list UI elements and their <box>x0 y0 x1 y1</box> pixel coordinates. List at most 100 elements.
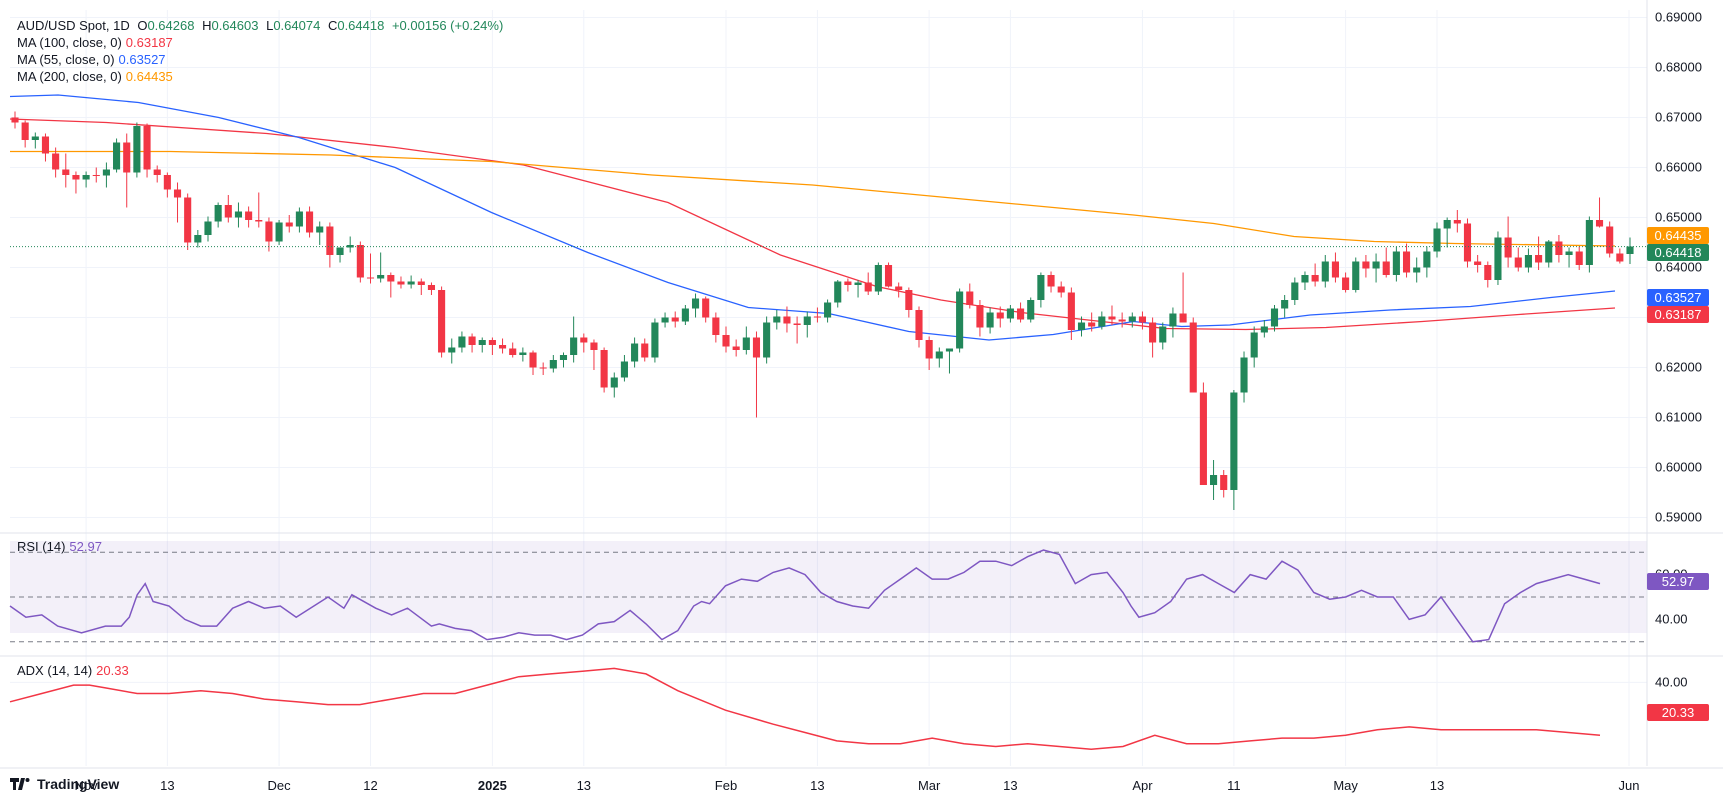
price-tick-label: 0.60000 <box>1655 460 1702 475</box>
candle-body <box>813 316 821 318</box>
open-value: 0.64268 <box>147 18 195 33</box>
candle-body <box>590 342 598 350</box>
candle-body <box>265 221 273 242</box>
candle-body <box>1270 308 1279 327</box>
time-tick-label: 13 <box>160 778 174 793</box>
adx-tick-label: 40.00 <box>1655 674 1688 689</box>
candle-body <box>306 211 314 233</box>
candle-body <box>1067 292 1075 330</box>
candle-body <box>834 281 842 303</box>
candle-body <box>854 282 862 285</box>
candle-body <box>1382 261 1390 275</box>
candle-body <box>1453 220 1461 224</box>
time-tick-label: Nov <box>75 778 99 793</box>
ma55-price-tag: 0.63527 <box>1647 289 1709 306</box>
moving-averages <box>9 94 1616 341</box>
candle-body <box>681 308 689 322</box>
rsi-value-tag: 52.97 <box>1647 573 1709 590</box>
ma100-legend[interactable]: MA (100, close, 0) 0.63187 <box>17 34 507 51</box>
candle-body <box>1027 300 1035 320</box>
candle-body <box>1402 251 1411 273</box>
rsi-tick-label: 40.00 <box>1655 611 1688 626</box>
candle-body <box>173 189 182 198</box>
candle-body <box>1209 475 1218 485</box>
candle-body <box>1301 275 1309 283</box>
candle-body <box>1484 265 1492 280</box>
time-tick-label: 12 <box>363 778 377 793</box>
candle-body <box>1535 255 1543 263</box>
candle-body <box>1088 322 1096 327</box>
time-tick-label: 11 <box>1227 778 1241 793</box>
candle-body <box>336 247 344 255</box>
candle-body <box>1423 251 1431 268</box>
low-value: 0.64074 <box>273 18 321 33</box>
candle-body <box>620 361 628 378</box>
candle-body <box>1291 282 1299 300</box>
ma55-legend[interactable]: MA (55, close, 0) 0.63527 <box>17 51 507 68</box>
tradingview-logo[interactable]: TradingView <box>10 776 119 792</box>
candle-body <box>712 317 720 335</box>
candle-body <box>722 335 730 347</box>
ma200-price-tag: 0.64435 <box>1647 227 1709 244</box>
candle-body <box>1250 332 1258 358</box>
candle-body <box>631 343 639 362</box>
candle-body <box>1585 220 1593 265</box>
candle-body <box>1128 316 1136 322</box>
candle-body <box>316 226 324 233</box>
time-tick-label: 13 <box>577 778 591 793</box>
candle-body <box>1108 316 1116 320</box>
adx-legend[interactable]: ADX (14, 14) 20.33 <box>17 662 133 679</box>
ma200-legend[interactable]: MA (200, close, 0) 0.64435 <box>17 68 507 85</box>
time-tick-label: Mar <box>918 778 941 793</box>
price-tick-label: 0.67000 <box>1655 110 1702 125</box>
candle-body <box>864 282 872 292</box>
adx-line <box>9 667 1601 751</box>
grid-lines <box>10 10 1647 766</box>
candle-body <box>113 142 121 170</box>
candle-body <box>763 322 771 358</box>
candle-body <box>62 169 70 175</box>
time-tick-label: May <box>1333 778 1358 793</box>
candle-body <box>1149 322 1157 343</box>
candle-body <box>1595 220 1604 227</box>
candle-body <box>600 350 608 388</box>
time-tick-label: 13 <box>1003 778 1017 793</box>
candle-body <box>346 245 354 248</box>
symbol-title[interactable]: AUD/USD Spot, 1D <box>17 18 130 33</box>
candle-body <box>1118 319 1126 322</box>
candle-body <box>691 298 700 309</box>
candle-body <box>417 281 425 285</box>
candle-body <box>92 175 100 176</box>
candle-body <box>1240 357 1248 393</box>
ma100-price-tag: 0.63187 <box>1647 306 1709 323</box>
candle-body <box>1006 308 1014 319</box>
candle-body <box>803 316 811 325</box>
candle-body <box>234 211 243 218</box>
candle-body <box>1443 220 1451 229</box>
candle-body <box>438 290 446 353</box>
candle-body <box>1362 261 1370 269</box>
candle-body <box>153 169 161 175</box>
candle-body <box>224 205 232 218</box>
candle-body <box>570 337 578 355</box>
candle-body <box>194 235 202 243</box>
candle-body <box>1077 322 1086 330</box>
candle-body <box>915 310 923 340</box>
ma100-value: 0.63187 <box>125 35 173 50</box>
candle-body <box>752 337 761 358</box>
candle-body <box>1189 322 1197 393</box>
price-tick-label: 0.62000 <box>1655 360 1702 375</box>
candle-body <box>1057 286 1065 293</box>
time-tick-label: Apr <box>1132 778 1153 793</box>
rsi-legend[interactable]: RSI (14) 52.97 <box>17 538 106 555</box>
candle-body <box>1392 251 1400 275</box>
high-label: H <box>202 18 212 33</box>
candle-body <box>529 352 537 368</box>
candle-body <box>163 175 171 190</box>
candle-body <box>275 222 283 242</box>
candle-body <box>1047 275 1055 287</box>
candle-body <box>31 136 39 140</box>
candlesticks[interactable] <box>11 111 1634 511</box>
